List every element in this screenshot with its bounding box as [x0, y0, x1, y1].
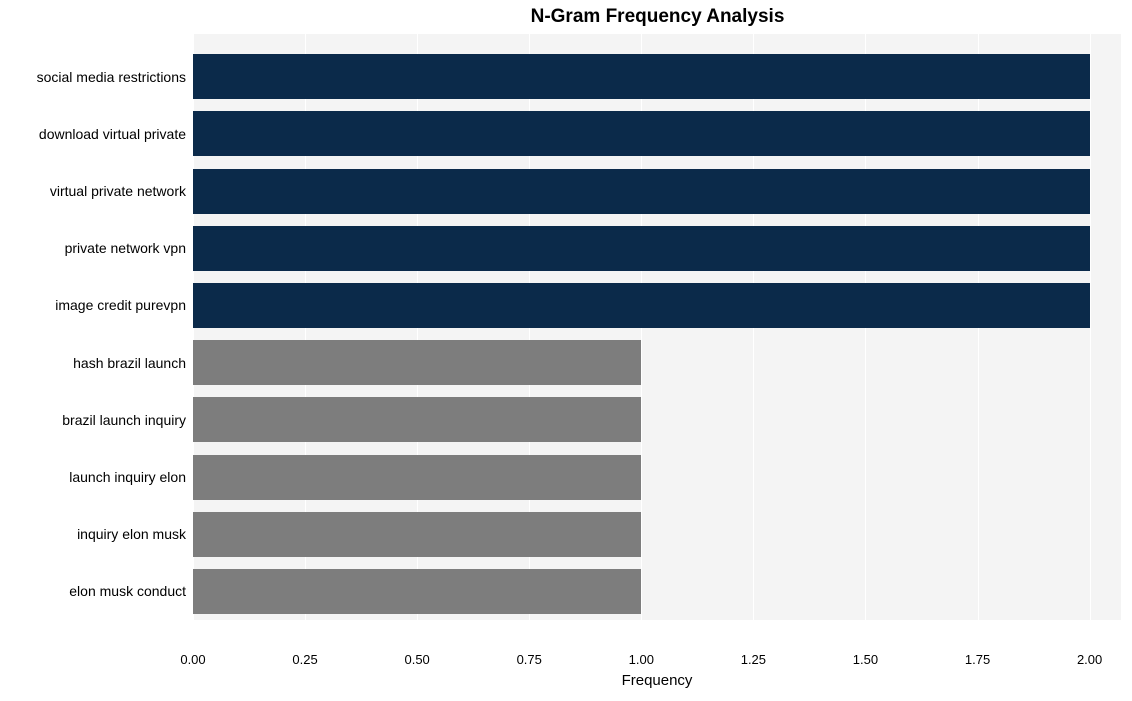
- y-axis-label: hash brazil launch: [73, 355, 186, 371]
- x-axis-tick: 1.25: [741, 652, 766, 667]
- y-axis-label: launch inquiry elon: [69, 469, 186, 485]
- grid-line: [1090, 34, 1091, 646]
- bar: [193, 397, 641, 442]
- bar: [193, 340, 641, 385]
- x-axis-tick: 0.00: [180, 652, 205, 667]
- x-axis-tick: 1.00: [629, 652, 654, 667]
- x-axis-tick: 1.50: [853, 652, 878, 667]
- y-axis-label: brazil launch inquiry: [62, 412, 186, 428]
- bar: [193, 569, 641, 614]
- chart-title: N-Gram Frequency Analysis: [193, 6, 1122, 28]
- x-axis-tick: 0.75: [517, 652, 542, 667]
- y-axis-label: virtual private network: [50, 183, 186, 199]
- y-axis-label: private network vpn: [65, 240, 186, 256]
- x-axis-tick: 2.00: [1077, 652, 1102, 667]
- x-axis-tick: 0.25: [292, 652, 317, 667]
- ngram-frequency-chart: N-Gram Frequency Analysis Frequency soci…: [0, 0, 1132, 701]
- x-axis-tick: 0.50: [404, 652, 429, 667]
- y-axis-label: social media restrictions: [37, 69, 186, 85]
- y-axis-label: image credit purevpn: [55, 297, 186, 313]
- x-axis-tick: 1.75: [965, 652, 990, 667]
- bar: [193, 111, 1090, 156]
- plot-area: [193, 34, 1121, 646]
- row-band: [193, 34, 1121, 48]
- y-axis-label: elon musk conduct: [69, 583, 186, 599]
- bar: [193, 54, 1090, 99]
- bar: [193, 512, 641, 557]
- bar: [193, 169, 1090, 214]
- y-axis-label: download virtual private: [39, 126, 186, 142]
- bar: [193, 455, 641, 500]
- bar: [193, 283, 1090, 328]
- bar: [193, 226, 1090, 271]
- x-axis-title: Frequency: [193, 672, 1121, 689]
- y-axis-label: inquiry elon musk: [77, 526, 186, 542]
